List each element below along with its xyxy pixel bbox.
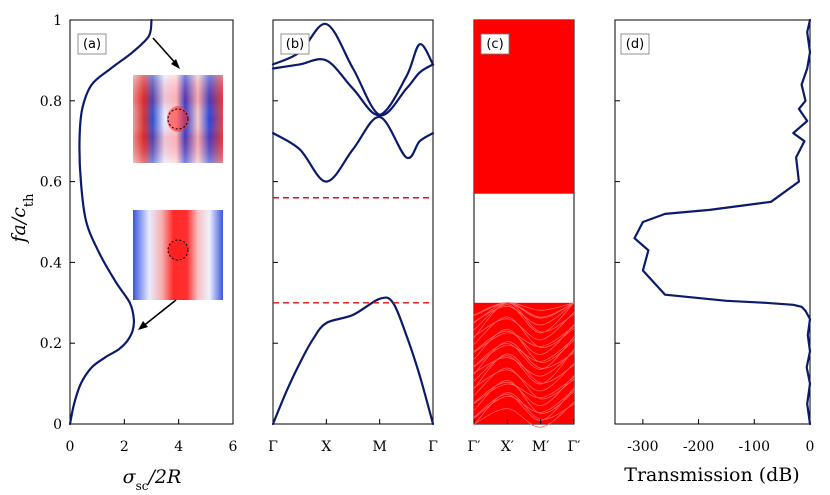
panel-c-band-line xyxy=(473,326,575,353)
panel-c-x-tick-label: Γ′ xyxy=(568,439,581,455)
panel-c-band-line xyxy=(473,311,575,341)
panel-b-band-2 xyxy=(271,115,435,183)
panel-b-band-3 xyxy=(271,43,435,117)
panel-a-label: (a) xyxy=(83,37,101,52)
panel-c-pass-bands xyxy=(473,20,575,428)
panel-c-band-line xyxy=(473,336,575,370)
panel-c-band-line xyxy=(473,367,575,400)
panel-c-band-line xyxy=(473,401,575,428)
panel-b-label: (b) xyxy=(286,37,304,52)
panel-b-x-tick-label: Γ xyxy=(428,439,438,455)
panel-b: Γ X M Γ (b) xyxy=(268,19,438,455)
panel-c-x-tick-label: M′ xyxy=(532,439,550,455)
panel-d-transmission-curve xyxy=(633,18,812,426)
panel-d-label: (d) xyxy=(626,37,644,52)
panel-c: Γ′ X′ M′ Γ′ (c) xyxy=(468,19,581,455)
panel-c-band-line xyxy=(473,387,575,421)
y-tick-label: 0.8 xyxy=(40,94,62,110)
field-pattern-upper-inset xyxy=(133,75,223,163)
panel-c-band-line xyxy=(473,375,575,407)
y-tick-label: 0 xyxy=(53,417,62,433)
panel-a-x-tick-label: 4 xyxy=(174,439,183,455)
panel-a-x-tick-label: 6 xyxy=(229,439,238,455)
panel-d-x-tick-label: -300 xyxy=(627,439,658,455)
panel-c-band-line xyxy=(473,302,575,334)
panel-c-label: (c) xyxy=(486,37,503,52)
y-axis-label: fa/cth xyxy=(8,193,37,245)
panel-c-x-tick-label: X′ xyxy=(501,439,514,455)
panel-c-band-line xyxy=(473,302,575,317)
panel-a: 0 2 4 6 (a) σsc/2R xyxy=(66,18,238,493)
panel-c-band-line xyxy=(473,324,575,355)
panel-d-x-tick-label: -100 xyxy=(739,439,770,455)
panel-c-x-ticks: Γ′ X′ M′ Γ′ xyxy=(468,419,581,455)
panel-d-frame xyxy=(614,19,811,425)
panel-b-x-tick-label: M xyxy=(372,439,386,455)
panel-d-label-box xyxy=(620,33,650,55)
y-tick-label: 0.4 xyxy=(40,255,62,271)
panel-d-x-tick-label: 0 xyxy=(806,439,815,455)
panel-a-scattering-curve xyxy=(68,18,153,426)
panel-c-x-tick-label: Γ′ xyxy=(468,439,481,455)
panel-b-x-tick-label: X xyxy=(321,439,331,455)
panel-c-band-line xyxy=(473,302,575,326)
panel-b-bands xyxy=(271,22,435,426)
y-axis-ticks: 0 0.2 0.4 0.6 0.8 1 xyxy=(40,13,620,433)
panel-a-label-box xyxy=(77,33,107,55)
panel-c-band-line xyxy=(473,349,575,385)
panel-c-band-line xyxy=(473,338,575,368)
panel-d-x-tick-label: -200 xyxy=(683,439,714,455)
annotation-arrow-lower xyxy=(138,299,177,330)
y-tick-label: 1 xyxy=(53,13,62,29)
field-pattern-lower-inset xyxy=(133,210,223,300)
panel-c-band-line xyxy=(473,316,575,349)
panel-d: -300 -200 -100 0 (d) Transmission (dB) xyxy=(614,18,815,486)
panel-b-frame xyxy=(272,19,434,425)
panel-b-x-tick-label: Γ xyxy=(268,439,278,455)
panel-b-band-1 xyxy=(271,296,435,426)
panel-b-band-gap-lines xyxy=(273,197,433,304)
panel-c-label-box xyxy=(480,33,510,55)
panel-b-label-box xyxy=(280,33,310,55)
panel-c-band-line xyxy=(473,302,575,324)
panel-a-x-tick-label: 2 xyxy=(120,439,129,455)
y-tick-label: 0.6 xyxy=(40,175,62,191)
annotation-arrow-upper xyxy=(152,37,180,69)
panel-d-x-label: Transmission (dB) xyxy=(624,464,799,486)
panel-c-band-line xyxy=(473,350,575,377)
y-tick-label: 0.2 xyxy=(40,336,62,352)
panel-c-band-line xyxy=(473,363,575,392)
panel-c-band-line xyxy=(473,377,575,404)
panel-a-x-tick-label: 0 xyxy=(66,439,75,455)
panel-c-band-line xyxy=(473,302,575,319)
panel-a-x-label: σsc/2R xyxy=(123,466,182,493)
panel-c-band-line xyxy=(473,389,575,419)
